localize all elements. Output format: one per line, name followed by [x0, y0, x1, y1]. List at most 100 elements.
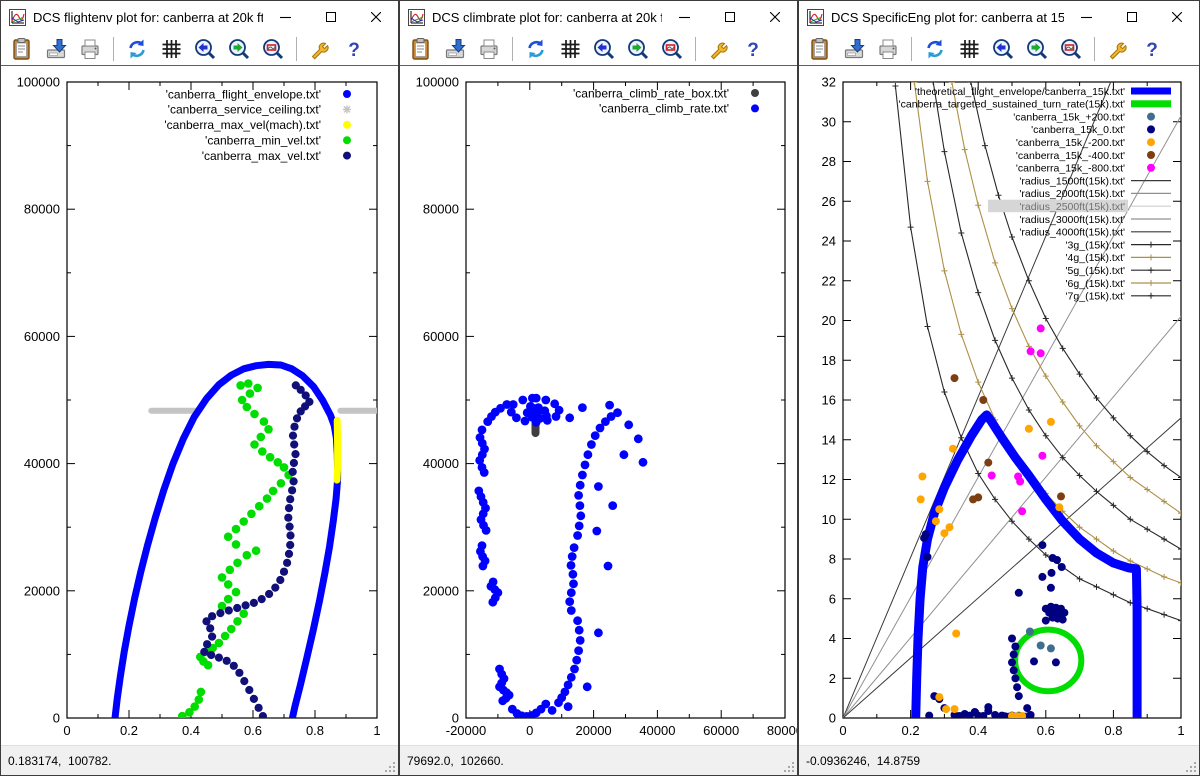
legend-entry-label[interactable]: 'radius_3000ft(15k).txt' — [1019, 214, 1125, 226]
legend-dot-marker[interactable] — [1147, 138, 1155, 146]
legend-entry-label[interactable]: 'canberra_15k_-800.txt' — [1016, 163, 1125, 175]
replot-button[interactable] — [121, 35, 153, 63]
legend-entry-label[interactable]: 'radius_4000ft(15k).txt' — [1019, 227, 1125, 239]
legend-entry-label[interactable]: 'canberra_flight_envelope.txt' — [166, 87, 321, 101]
copy-to-clipboard-button[interactable] — [804, 35, 836, 63]
legend-line-sample[interactable] — [1131, 88, 1171, 95]
minimize-button[interactable] — [662, 1, 707, 33]
y-tick-label: 22 — [822, 273, 836, 288]
legend-entry-label[interactable]: 'canberra_targeted_sustained_turn_rate(1… — [899, 99, 1125, 111]
plot-frame — [466, 82, 785, 718]
titlebar[interactable]: DCS climbrate plot for: canberra at 20k … — [400, 1, 797, 33]
legend-dot-marker[interactable] — [1147, 113, 1155, 121]
zoom-previous-button[interactable] — [189, 35, 221, 63]
y-tick-label: 0 — [829, 711, 836, 726]
legend-entry-label[interactable]: 'canberra_min_vel.txt' — [205, 134, 321, 148]
resize-grip-icon[interactable] — [383, 760, 396, 773]
close-button[interactable] — [353, 1, 398, 33]
legend-entry-label[interactable]: '7g_(15k).txt' — [1066, 291, 1125, 303]
resize-grip-icon[interactable] — [782, 760, 795, 773]
legend-dot-marker[interactable] — [1147, 164, 1155, 172]
titlebar[interactable]: DCS flightenv plot for: canberra at 20k … — [1, 1, 398, 33]
titlebar[interactable]: DCS SpecificEng plot for: canberra at 15… — [799, 1, 1199, 33]
zoom-autoscale-button[interactable] — [257, 35, 289, 63]
print-plot-button[interactable] — [872, 35, 904, 63]
legend-dot-marker[interactable] — [343, 121, 351, 129]
plot-canvas[interactable]: -200000200004000060000800000200004000060… — [400, 66, 797, 745]
minimize-icon — [679, 12, 690, 23]
resize-grip-icon[interactable] — [1184, 760, 1197, 773]
legend-plus-marker[interactable] — [1148, 254, 1154, 260]
minimize-button[interactable] — [1064, 1, 1109, 33]
maximize-button[interactable] — [1109, 1, 1154, 33]
legend-dot-marker[interactable] — [751, 104, 759, 112]
legend-dot-marker[interactable] — [751, 89, 759, 97]
zoom-next-button[interactable] — [622, 35, 654, 63]
legend-entry-label[interactable]: 'radius_1500ft(15k).txt' — [1019, 175, 1125, 187]
legend-entry-label[interactable]: 'canberra_max_vel.txt' — [202, 149, 321, 163]
y-tick-label: 16 — [822, 393, 836, 408]
legend-entry-label[interactable]: 'theoretical_flight_envelope/canberra_15… — [915, 86, 1125, 98]
help-icon — [1140, 37, 1164, 61]
legend-entry-label[interactable]: '6g_(15k).txt' — [1066, 278, 1125, 290]
copy-to-clipboard-button[interactable] — [6, 35, 38, 63]
legend-entry-label[interactable]: 'radius_2500ft(15k).txt' — [1019, 201, 1125, 213]
window-title: DCS SpecificEng plot for: canberra at 15… — [831, 10, 1064, 25]
help-button[interactable] — [1136, 35, 1168, 63]
minimize-button[interactable] — [263, 1, 308, 33]
toggle-grid-button[interactable] — [155, 35, 187, 63]
toggle-grid-button[interactable] — [953, 35, 985, 63]
close-button[interactable] — [1154, 1, 1199, 33]
help-button[interactable] — [737, 35, 769, 63]
legend-dot-marker[interactable] — [343, 90, 351, 98]
legend-entry-label[interactable]: '4g_(15k).txt' — [1066, 252, 1125, 264]
legend-dot-marker[interactable] — [1147, 151, 1155, 159]
save-plot-button[interactable] — [439, 35, 471, 63]
legend-entry-label[interactable]: 'canberra_service_ceiling.txt' — [168, 103, 321, 117]
help-button[interactable] — [338, 35, 370, 63]
legend-plus-marker[interactable] — [1148, 267, 1154, 273]
maximize-button[interactable] — [707, 1, 752, 33]
legend-plus-marker[interactable] — [1148, 242, 1154, 248]
zoom-next-button[interactable] — [1021, 35, 1053, 63]
copy-to-clipboard-button[interactable] — [405, 35, 437, 63]
zoom-autoscale-button[interactable] — [1055, 35, 1087, 63]
toggle-grid-button[interactable] — [554, 35, 586, 63]
plot-canvas[interactable]: 00.20.40.60.8102468101214161820222426283… — [799, 66, 1199, 745]
replot-button[interactable] — [919, 35, 951, 63]
legend-entry-label[interactable]: 'canberra_max_vel(mach).txt' — [164, 118, 321, 132]
options-button[interactable] — [1102, 35, 1134, 63]
legend-entry-label[interactable]: 'radius_2000ft(15k).txt' — [1019, 188, 1125, 200]
print-plot-button[interactable] — [74, 35, 106, 63]
print-plot-button[interactable] — [473, 35, 505, 63]
legend-entry-label[interactable]: 'canberra_15k_+200.txt' — [1013, 111, 1125, 123]
replot-button[interactable] — [520, 35, 552, 63]
legend-dot-marker[interactable] — [343, 136, 351, 144]
zoom-previous-button[interactable] — [987, 35, 1019, 63]
close-button[interactable] — [752, 1, 797, 33]
maximize-button[interactable] — [308, 1, 353, 33]
save-plot-button[interactable] — [838, 35, 870, 63]
save-plot-button[interactable] — [40, 35, 72, 63]
x-tick-label: 40000 — [639, 723, 675, 738]
options-button[interactable] — [703, 35, 735, 63]
legend-plus-marker[interactable] — [1148, 280, 1154, 286]
legend-entry-label[interactable]: 'canberra_climb_rate.txt' — [599, 102, 729, 116]
plot-canvas[interactable]: 00.20.40.60.8102000040000600008000010000… — [1, 66, 398, 745]
legend-star-marker[interactable] — [343, 105, 351, 113]
window-title: DCS climbrate plot for: canberra at 20k … — [432, 10, 662, 25]
zoom-next-button[interactable] — [223, 35, 255, 63]
legend-entry-label[interactable]: 'canberra_15k_0.txt' — [1031, 124, 1125, 136]
zoom-autoscale-button[interactable] — [656, 35, 688, 63]
options-button[interactable] — [304, 35, 336, 63]
legend-entry-label[interactable]: '3g_(15k).txt' — [1066, 239, 1125, 251]
legend-entry-label[interactable]: '5g_(15k).txt' — [1066, 265, 1125, 277]
zoom-previous-button[interactable] — [588, 35, 620, 63]
legend-line-sample[interactable] — [1131, 100, 1171, 107]
legend-plus-marker[interactable] — [1148, 293, 1154, 299]
legend-dot-marker[interactable] — [343, 152, 351, 160]
legend-dot-marker[interactable] — [1147, 125, 1155, 133]
legend-entry-label[interactable]: 'canberra_15k_-400.txt' — [1016, 150, 1125, 162]
legend-entry-label[interactable]: 'canberra_15k_-200.txt' — [1016, 137, 1125, 149]
legend-entry-label[interactable]: 'canberra_climb_rate_box.txt' — [573, 86, 729, 100]
